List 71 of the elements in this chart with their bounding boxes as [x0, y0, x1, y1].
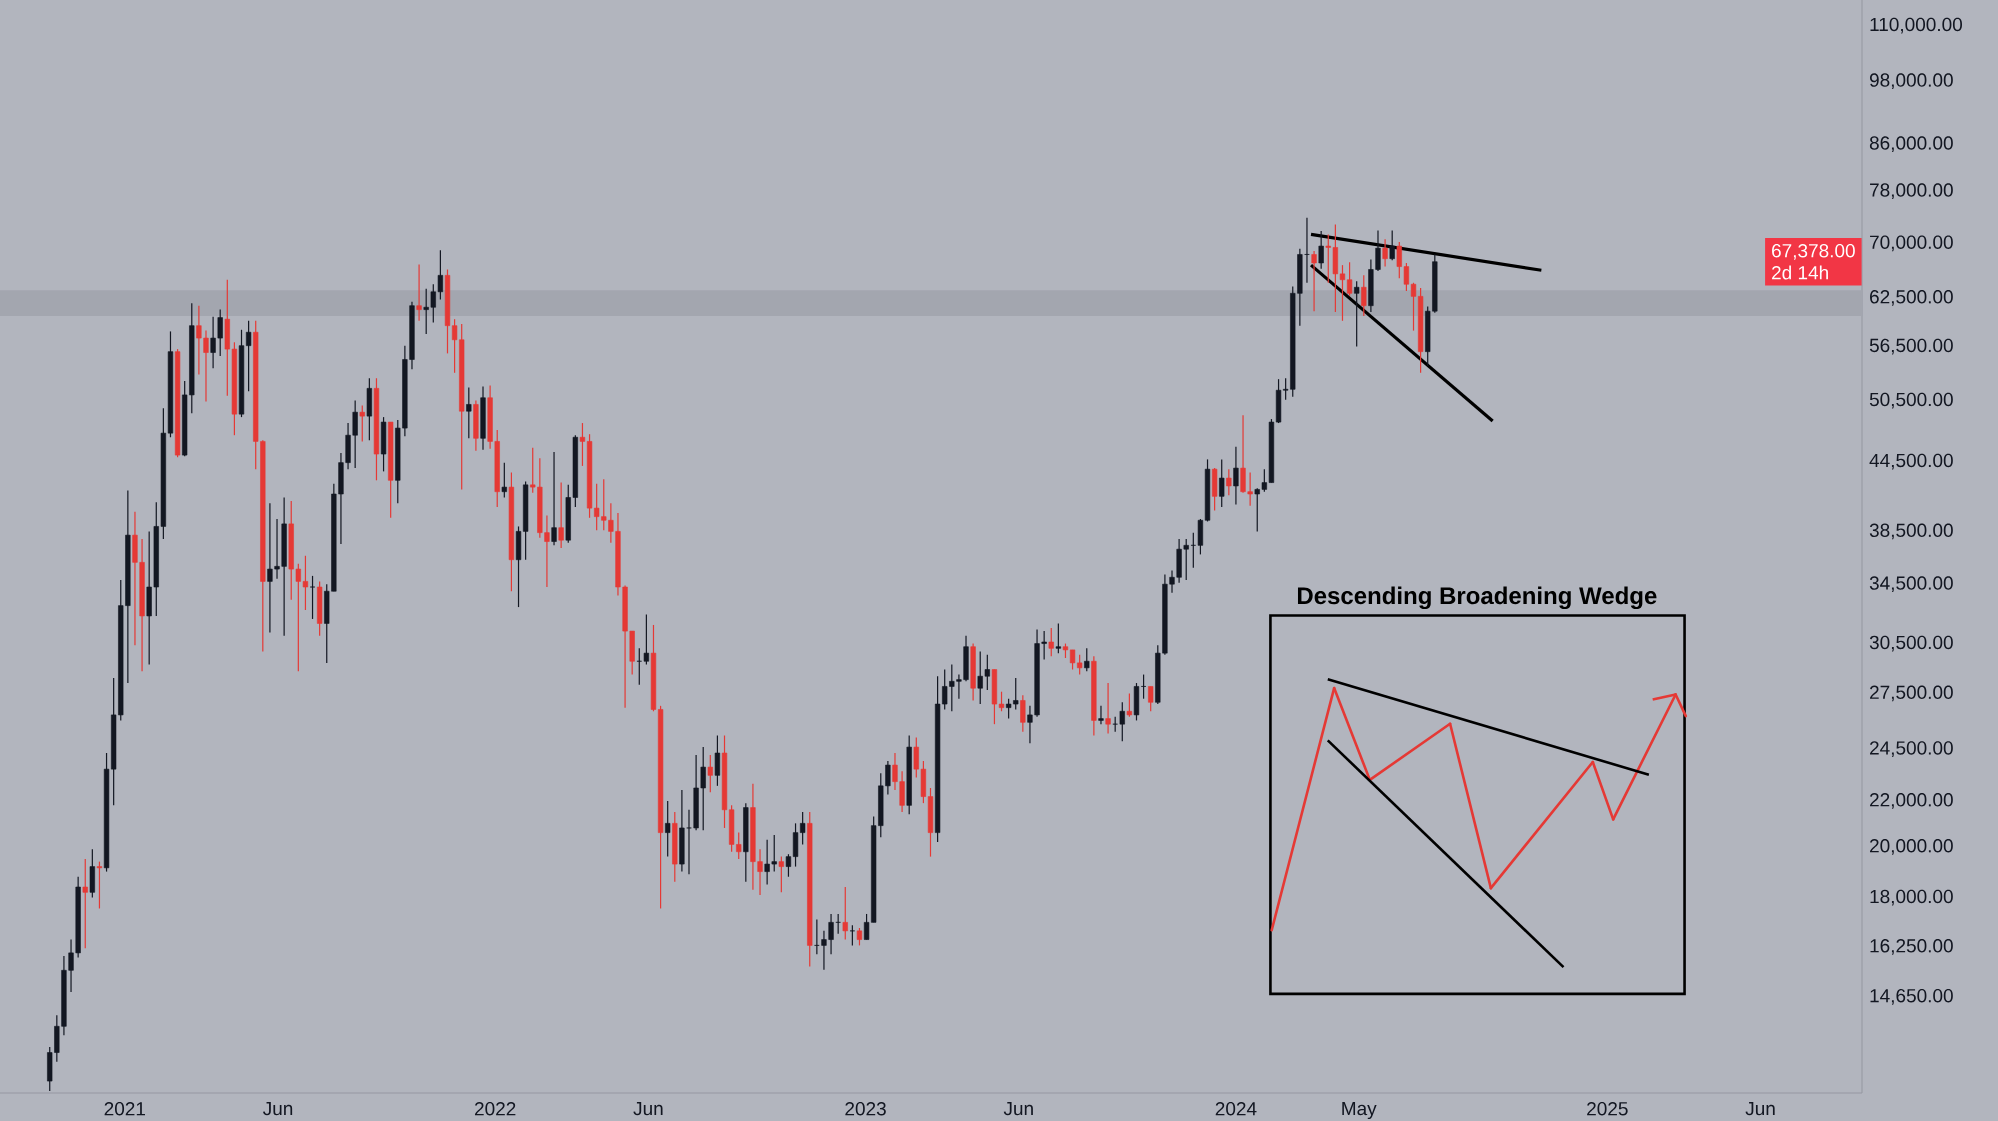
candlestick [96, 861, 103, 910]
candlestick [707, 754, 713, 793]
x-tick-label: 2021 [104, 1102, 145, 1116]
candlestick [1382, 238, 1388, 268]
y-tick-label: 70,000.00 [1870, 235, 1953, 252]
candlestick [665, 800, 671, 858]
x-tick-label: 2024 [1215, 1102, 1257, 1116]
candlestick [1354, 280, 1360, 348]
candlestick [1020, 694, 1026, 733]
y-tick-label: 44,500.00 [1869, 453, 1953, 470]
candlestick [1055, 622, 1061, 654]
candlestick [778, 856, 784, 893]
x-tick-label: Jun [1003, 1102, 1033, 1116]
y-tick-label: 24,500.00 [1870, 741, 1953, 757]
x-tick-label: May [1342, 1102, 1377, 1120]
y-tick-label: 56,500.00 [1869, 338, 1953, 355]
candlestick [466, 386, 472, 439]
candlestick [1148, 685, 1154, 712]
candlestick [1318, 230, 1324, 270]
candlestick [1105, 682, 1111, 735]
candlestick [579, 422, 586, 467]
y-tick-label: 14,650.00 [1870, 988, 1953, 1005]
x-tick-label: Jun [633, 1102, 663, 1116]
candlestick [714, 734, 721, 787]
candlestick [785, 853, 792, 878]
y-tick-label: 16,250.00 [1870, 939, 1953, 955]
y-tick-label: 38,500.00 [1869, 523, 1953, 540]
candlestick [1311, 250, 1317, 312]
y-tick-label: 34,500.00 [1869, 576, 1953, 593]
candlestick [1361, 274, 1367, 317]
candlestick [82, 858, 88, 949]
y-tick-label: 27,500.00 [1870, 685, 1953, 702]
candlestick [1233, 446, 1239, 506]
y-tick-label: 98,000.00 [1869, 73, 1953, 90]
x-tick-label: 2022 [474, 1102, 516, 1116]
candlestick [1410, 282, 1417, 332]
y-tick-label: 30,500.00 [1869, 635, 1953, 652]
candlestick [551, 451, 557, 546]
candlestick [558, 481, 564, 549]
annotation: 67,378.00 [1772, 244, 1855, 260]
x-tick-label: Jun [1745, 1102, 1775, 1116]
candlestick [245, 320, 252, 392]
x-tick-label: 2023 [845, 1102, 886, 1116]
candlestick [1219, 458, 1225, 508]
y-tick-label: 22,000.00 [1870, 793, 1953, 809]
candlestick [501, 462, 507, 499]
candlestick [849, 924, 855, 947]
y-tick-label: 62,500.00 [1870, 290, 1953, 306]
y-tick-label: 18,000.00 [1870, 889, 1953, 906]
candlestick [1098, 705, 1104, 725]
candlestick [1226, 468, 1232, 496]
candlestick [309, 575, 316, 620]
candlestick [1389, 229, 1395, 261]
candlestick [998, 691, 1005, 712]
annotation: Descending Broadening Wedge [1297, 586, 1657, 610]
annotation: 2d 14h [1772, 265, 1828, 280]
x-tick-label: 2025 [1587, 1102, 1628, 1116]
y-tick-label: 50,500.00 [1869, 392, 1953, 409]
candlestick [686, 809, 692, 875]
candlestick [1048, 627, 1054, 657]
candlestick [1126, 692, 1133, 718]
candlestick [359, 404, 365, 443]
y-tick-label: 20,000.00 [1870, 839, 1953, 855]
candlestick [842, 886, 848, 941]
candlestick [416, 263, 422, 322]
candlestick [1346, 261, 1353, 297]
candlestick [1084, 647, 1090, 672]
y-tick-label: 86,000.00 [1869, 136, 1953, 152]
y-tick-label: 78,000.00 [1870, 183, 1953, 200]
y-tick-label: 110,000.00 [1870, 17, 1962, 34]
x-tick-label: Jun [263, 1102, 293, 1116]
